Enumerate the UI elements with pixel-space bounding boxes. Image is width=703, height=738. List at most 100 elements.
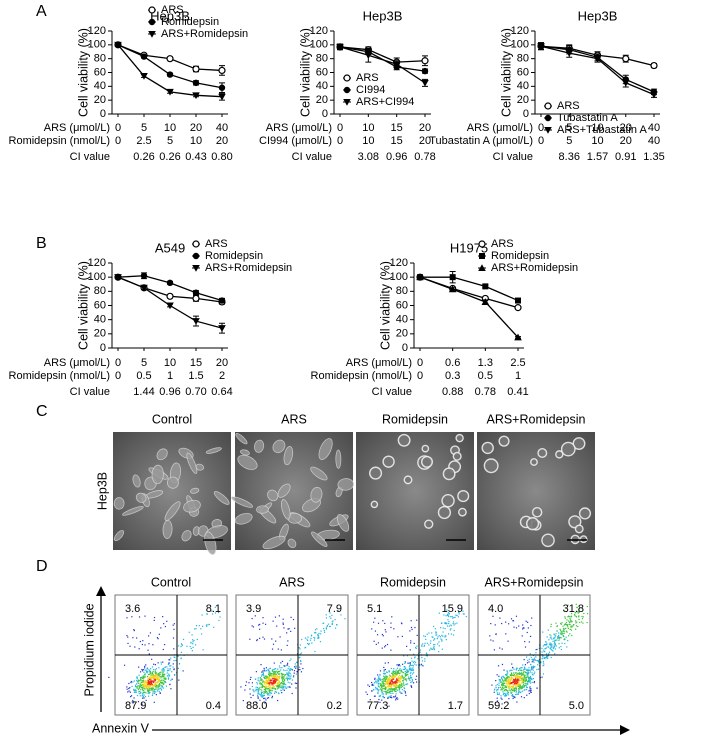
event-dot: [542, 657, 544, 659]
event-dot: [299, 648, 301, 650]
event-dot: [173, 623, 175, 625]
micrograph-title: ARS: [281, 412, 307, 426]
event-dot: [263, 677, 266, 679]
event-dot: [416, 619, 418, 621]
event-dot: [219, 616, 221, 618]
event-dot: [502, 685, 504, 687]
event-dot: [571, 620, 573, 623]
event-dot: [145, 685, 147, 688]
marker: [166, 279, 174, 287]
event-dot: [283, 676, 285, 678]
event-dot: [289, 659, 291, 662]
event-dot: [141, 679, 143, 682]
event-dot: [386, 691, 388, 694]
event-dot: [534, 659, 536, 661]
event-dot: [148, 692, 151, 694]
event-dot: [279, 676, 281, 678]
event-dot: [569, 616, 571, 618]
event-dot: [273, 668, 275, 671]
event-dot: [137, 685, 139, 687]
event-dot: [503, 669, 505, 671]
event-dot: [378, 682, 380, 685]
x-tick-label: 1.5: [188, 370, 203, 382]
event-dot: [383, 684, 385, 687]
event-dot: [551, 643, 553, 645]
event-dot: [491, 684, 493, 686]
event-dot: [511, 685, 513, 688]
event-dot: [516, 676, 519, 678]
event-dot: [142, 697, 144, 699]
event-dot: [409, 668, 411, 670]
event-dot: [537, 664, 539, 666]
event-dot: [259, 694, 262, 696]
event-dot: [293, 666, 296, 668]
event-dot: [433, 649, 435, 651]
event-dot: [144, 669, 146, 671]
event-dot: [161, 686, 163, 688]
event-dot: [283, 678, 285, 681]
event-dot: [389, 674, 391, 676]
ci-value: 0.96: [386, 151, 407, 163]
event-dot: [192, 646, 194, 648]
event-dot: [401, 688, 403, 691]
event-dot: [379, 678, 381, 680]
event-dot: [298, 647, 300, 649]
event-dot: [412, 682, 415, 684]
event-dot: [147, 690, 149, 692]
event-dot: [412, 667, 414, 669]
event-dot: [568, 622, 571, 624]
event-dot: [558, 638, 561, 640]
x-tick-label: 20: [620, 135, 632, 147]
event-dot: [399, 672, 401, 674]
event-dot: [388, 681, 390, 683]
event-dot: [158, 679, 161, 681]
event-dot: [454, 616, 456, 618]
event-dot: [402, 677, 404, 679]
event-dot: [489, 635, 491, 637]
event-dot: [403, 678, 405, 680]
event-dot: [142, 675, 144, 677]
y-tick-label: 0: [100, 342, 106, 354]
event-dot: [158, 667, 160, 669]
event-dot: [288, 676, 290, 678]
event-dot: [146, 681, 148, 683]
event-dot: [377, 678, 380, 680]
event-dot: [512, 666, 514, 669]
event-dot: [273, 673, 275, 675]
event-dot: [290, 668, 293, 671]
event-dot: [377, 690, 379, 692]
event-dot: [274, 675, 276, 678]
event-dot: [434, 628, 436, 630]
event-dot: [426, 653, 428, 655]
legend-label: ARS: [491, 238, 514, 250]
event-dot: [517, 672, 519, 675]
event-dot: [140, 676, 143, 678]
event-dot: [265, 678, 268, 680]
event-dot: [394, 675, 396, 677]
event-dot: [281, 682, 283, 684]
event-dot: [393, 668, 395, 670]
event-dot: [138, 685, 140, 687]
event-dot: [499, 647, 501, 649]
event-dot: [392, 689, 394, 691]
event-dot: [502, 691, 504, 693]
event-dot: [511, 669, 513, 671]
event-dot: [172, 624, 174, 626]
event-dot: [392, 683, 394, 685]
event-dot: [382, 693, 385, 695]
event-dot: [156, 681, 158, 684]
event-dot: [277, 692, 280, 694]
event-dot: [526, 668, 528, 671]
event-dot: [265, 691, 267, 694]
event-dot: [524, 680, 526, 682]
event-dot: [401, 675, 403, 678]
event-dot: [332, 620, 334, 622]
event-dot: [267, 682, 269, 684]
event-dot: [396, 678, 398, 680]
ci-label: CI value: [372, 386, 412, 398]
event-dot: [404, 661, 406, 663]
event-dot: [533, 681, 536, 683]
event-dot: [528, 678, 530, 680]
event-dot: [393, 689, 396, 691]
event-dot: [397, 670, 399, 672]
